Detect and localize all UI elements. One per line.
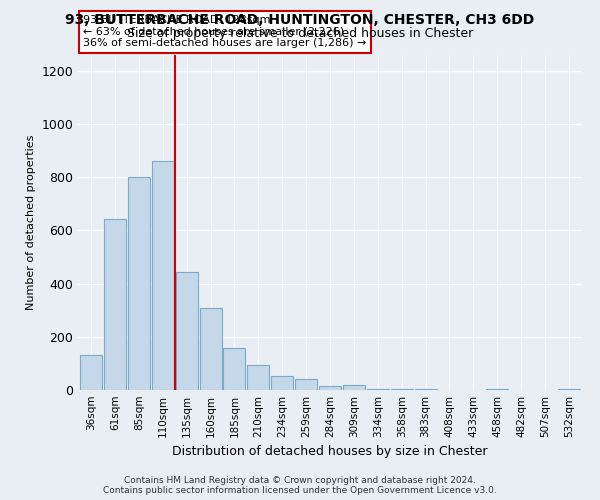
Bar [295, 379, 317, 390]
Bar [367, 388, 389, 390]
Bar [200, 308, 221, 390]
Bar [152, 162, 174, 390]
Bar [176, 272, 197, 390]
Y-axis label: Number of detached properties: Number of detached properties [26, 135, 36, 310]
Bar [80, 356, 102, 390]
Text: 93, BUTTERBACHE ROAD, HUNTINGTON, CHESTER, CH3 6DD: 93, BUTTERBACHE ROAD, HUNTINGTON, CHESTE… [65, 12, 535, 26]
Bar [104, 218, 126, 390]
Bar [271, 376, 293, 390]
Bar [391, 388, 413, 390]
Text: Contains HM Land Registry data © Crown copyright and database right 2024.
Contai: Contains HM Land Registry data © Crown c… [103, 476, 497, 495]
Bar [223, 348, 245, 390]
Text: 93 BUTTERBACHE ROAD: 128sqm
← 63% of detached houses are smaller (2,226)
36% of : 93 BUTTERBACHE ROAD: 128sqm ← 63% of det… [83, 15, 367, 48]
Text: Size of property relative to detached houses in Chester: Size of property relative to detached ho… [127, 28, 473, 40]
X-axis label: Distribution of detached houses by size in Chester: Distribution of detached houses by size … [172, 446, 488, 458]
Bar [343, 384, 365, 390]
Bar [247, 366, 269, 390]
Bar [128, 178, 150, 390]
Bar [319, 386, 341, 390]
Bar [486, 388, 508, 390]
